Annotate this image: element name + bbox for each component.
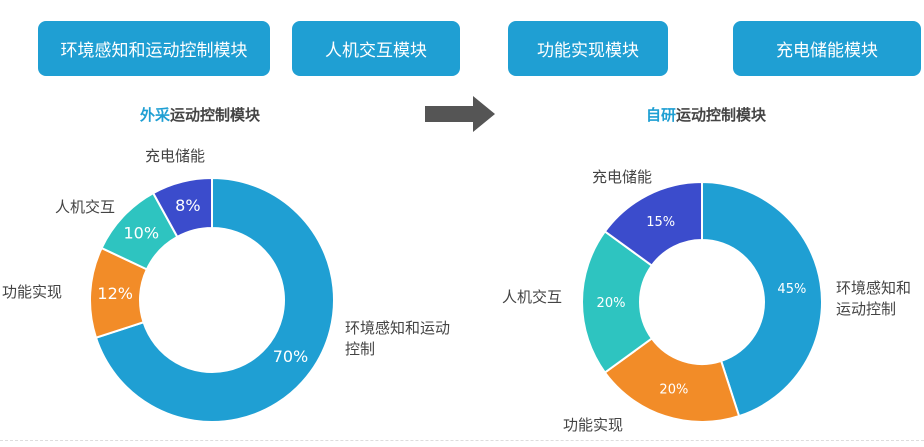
left-label-env: 环境感知和运动控制 — [345, 319, 451, 358]
title-rest: 运动控制模块 — [170, 106, 261, 124]
donut-slice — [603, 337, 741, 423]
slice-label: 15% — [646, 215, 675, 230]
slice-label: 20% — [659, 383, 688, 398]
slice-label: 12% — [97, 284, 133, 303]
title-highlight: 外采 — [140, 106, 171, 124]
arrow-right-icon — [425, 96, 495, 132]
right-label-function: 功能实现 — [563, 416, 624, 434]
module-hmi: 人机交互模块 — [292, 21, 460, 76]
divider — [0, 440, 924, 441]
donut-slice — [603, 180, 703, 267]
right-label-hmi: 人机交互 — [502, 288, 563, 306]
donut-slice — [701, 180, 823, 418]
donut-slice — [581, 230, 654, 374]
slice-label: 8% — [175, 196, 200, 215]
module-charging: 充电储能模块 — [733, 21, 921, 76]
module-env-motion: 环境感知和运动控制模块 — [38, 21, 270, 76]
right-label-charging: 充电储能 — [592, 168, 653, 186]
title-rest: 运动控制模块 — [676, 106, 767, 124]
slice-label: 20% — [597, 296, 626, 311]
right-label-env: 环境感知和运动控制 — [836, 279, 912, 318]
slice-label: 10% — [124, 224, 160, 243]
slice-label: 45% — [777, 282, 806, 297]
title-highlight: 自研 — [646, 106, 677, 124]
left-label-function: 功能实现 — [2, 283, 63, 301]
left-label-hmi: 人机交互 — [55, 198, 116, 216]
right-chart-title: 自研运动控制模块 — [646, 104, 766, 125]
donut-slice — [94, 176, 335, 423]
slice-label: 70% — [273, 347, 309, 366]
donut-slice — [151, 176, 213, 239]
left-chart-title: 外采运动控制模块 — [140, 104, 260, 125]
module-function: 功能实现模块 — [508, 21, 668, 76]
left-label-charging: 充电储能 — [145, 147, 206, 165]
